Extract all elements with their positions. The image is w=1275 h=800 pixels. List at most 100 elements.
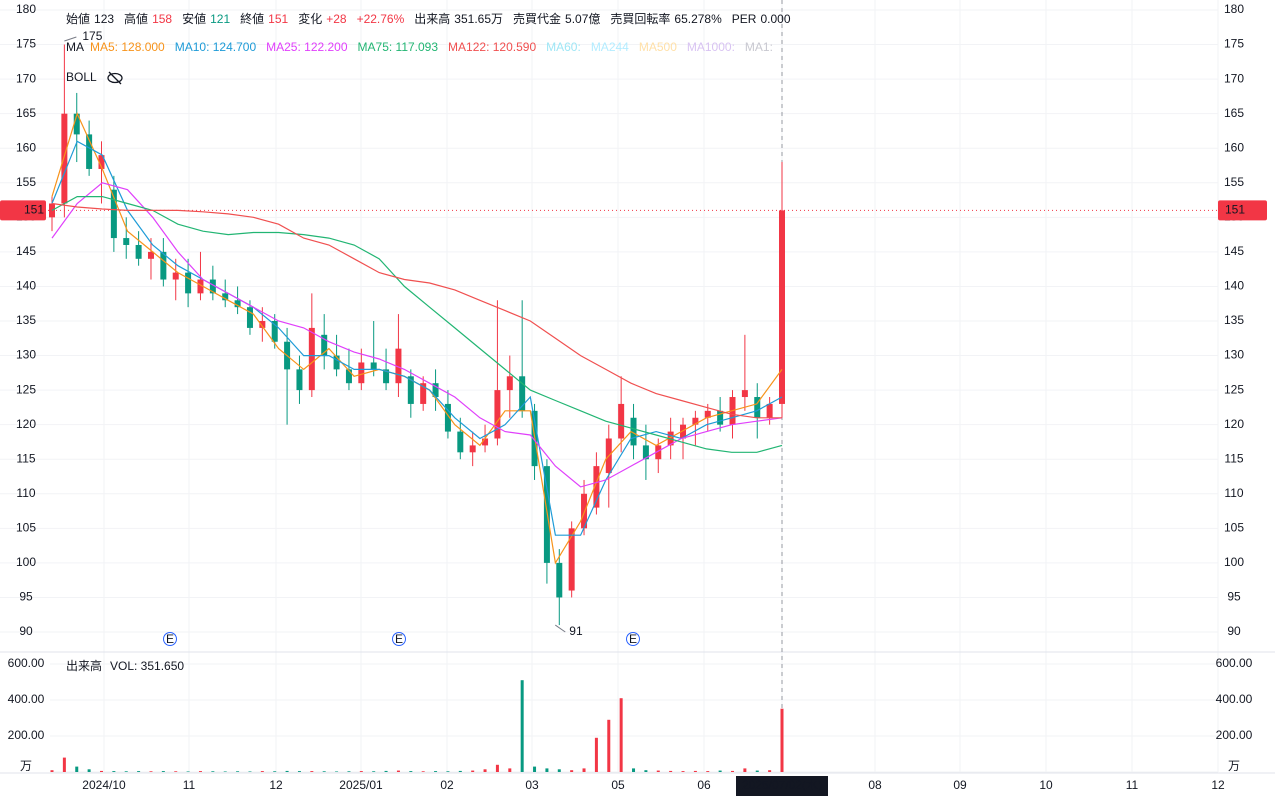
volume-bar <box>434 771 438 772</box>
y-tick-label-right: 180 <box>1224 2 1244 16</box>
volume-bar <box>174 771 178 772</box>
vol-tick-label-right: 600.00 <box>1216 656 1253 670</box>
volume-bar <box>297 771 301 772</box>
volume-bar <box>396 770 400 772</box>
y-tick-label-right: 125 <box>1224 382 1244 396</box>
y-tick-label-right: 130 <box>1224 348 1244 362</box>
y-tick-label-right: 165 <box>1224 106 1244 120</box>
low-label: 91 <box>569 624 583 638</box>
y-tick-label: 165 <box>16 106 36 120</box>
candle-body <box>185 272 192 294</box>
y-tick-label-right: 145 <box>1224 244 1244 258</box>
y-tick-label-right: 175 <box>1224 37 1244 51</box>
y-tick-label-right: 155 <box>1224 175 1244 189</box>
y-tick-label: 110 <box>16 486 35 500</box>
vol-tick-label: 200.00 <box>8 728 45 742</box>
candle-body <box>741 390 748 398</box>
y-tick-label: 100 <box>16 555 36 569</box>
volume-bar <box>359 771 363 772</box>
volume-bar <box>669 770 673 772</box>
x-tick-label: 2024/10 <box>82 778 126 792</box>
earnings-label: E <box>629 632 637 646</box>
candle-body <box>49 203 55 218</box>
volume-bar <box>322 771 326 772</box>
y-tick-label-right: 160 <box>1224 140 1244 154</box>
volume-bar <box>347 771 351 772</box>
candle-body <box>432 383 439 398</box>
ma-line <box>51 202 782 419</box>
legend-entry: MA5: 128.000 <box>90 40 165 54</box>
legend-entry-inactive: MA1: <box>744 40 773 54</box>
candle-body <box>630 417 637 446</box>
volume-bar <box>186 771 190 772</box>
volume-bar <box>768 770 772 772</box>
visibility-icon <box>107 71 123 85</box>
volume-bar <box>619 698 623 772</box>
candle-body <box>420 383 427 404</box>
candle-body <box>308 327 315 391</box>
volume-bar <box>755 770 759 772</box>
header-label: 終値 <box>240 12 265 26</box>
volume-bar <box>780 708 784 772</box>
candle-body <box>370 362 377 370</box>
volume-bar <box>161 771 165 772</box>
candle-body <box>222 293 229 301</box>
volume-bar <box>520 680 524 772</box>
candle-body <box>61 113 68 204</box>
y-tick-label-right: 105 <box>1224 521 1244 535</box>
vol-tick-label: 400.00 <box>8 692 45 706</box>
candle-body <box>271 321 278 342</box>
x-label-highlight <box>736 776 828 796</box>
volume-bar <box>285 770 289 772</box>
y-tick-label: 130 <box>16 348 36 362</box>
legend-entry-inactive: MA500 <box>638 40 677 54</box>
y-tick-label-right: 135 <box>1224 313 1244 327</box>
price-tag <box>1218 200 1267 221</box>
volume-bar <box>124 771 128 772</box>
volume-bar <box>99 770 103 772</box>
candle-body <box>135 244 142 259</box>
candle-body <box>444 403 451 432</box>
header-value: 5.07億 <box>565 12 601 26</box>
candle-body <box>581 493 588 529</box>
x-tick-label: 08 <box>868 778 882 792</box>
earnings-marker <box>626 632 640 646</box>
x-tick-label: 12 <box>269 778 283 792</box>
y-tick-label: 180 <box>16 2 36 16</box>
volume-bar <box>198 771 202 772</box>
volume-bar <box>248 771 252 772</box>
legend-entry-inactive: MA244 <box>590 40 629 54</box>
ohlc-header: 始値 123 高値 158 安値 121 終値 151 変化 +28 +22.76% 出来高 351.6… <box>66 10 801 27</box>
price-tag-label: 151 <box>24 203 44 217</box>
volume-bar <box>582 768 586 772</box>
y-tick-label-right: 100 <box>1224 555 1244 569</box>
candle-body <box>680 424 687 439</box>
earnings-marker <box>392 632 406 646</box>
volume-bar <box>75 766 79 772</box>
candle-body <box>234 300 241 308</box>
header-value: 123 <box>94 12 115 26</box>
candle-body <box>482 438 489 446</box>
header-value: 158 <box>152 12 173 26</box>
x-tick-label: 05 <box>611 778 625 792</box>
y-tick-label: 135 <box>16 313 36 327</box>
candle-body <box>494 390 501 439</box>
header-label: 変化 <box>298 12 323 26</box>
candle-body <box>259 321 266 328</box>
volume-bar <box>50 770 54 772</box>
y-tick-label: 140 <box>16 279 36 293</box>
y-tick-label: 175 <box>16 37 36 51</box>
candle-body <box>160 251 167 280</box>
candle-body <box>655 445 662 460</box>
header-label: PER <box>731 12 757 26</box>
ma-line <box>51 140 783 536</box>
eye <box>107 72 123 84</box>
y-tick-label-right: 120 <box>1224 417 1244 431</box>
vol-tick-label: 600.00 <box>8 656 45 670</box>
y-tick-label: 90 <box>19 624 33 638</box>
candle-body <box>506 376 513 391</box>
vol-tick-label-right: 400.00 <box>1216 692 1253 706</box>
candle-body <box>395 348 402 384</box>
candle-body <box>358 362 365 384</box>
volume-bar <box>446 771 450 772</box>
